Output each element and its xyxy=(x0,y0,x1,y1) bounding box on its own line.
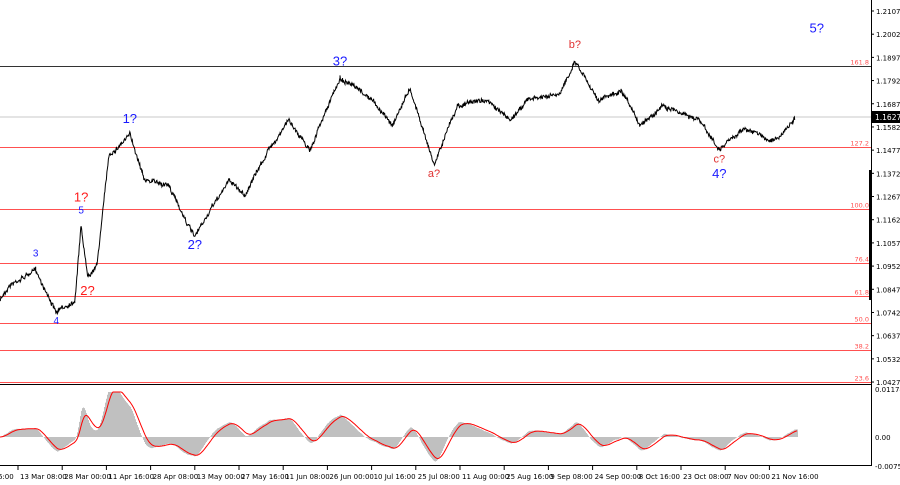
price-axis-label: 1.0637 xyxy=(876,333,900,341)
price-axis-label: 1.1897 xyxy=(876,54,900,62)
price-axis-label: 1.0742 xyxy=(876,309,900,317)
fib-level-label: 127.2 xyxy=(850,140,869,148)
time-axis-label: 28 Apr 08:00 xyxy=(153,473,199,481)
fib-level-label: 100.0 xyxy=(850,202,869,210)
price-axis-label: 1.0847 xyxy=(876,286,900,294)
price-axis: 1.2107 1.2002 1.1897 1.1792 1.1687 1.1582 1.14… xyxy=(871,8,900,471)
time-axis-label: 9 Sep 08:00 xyxy=(550,473,592,481)
fib-level-label: 23.6 xyxy=(855,375,869,383)
time-axis-label: 11 Aug 00:00 xyxy=(462,473,509,481)
time-axis-label: 10 Jul 16:00 xyxy=(374,473,416,481)
fibonacci-levels: 161.8 127.2 100.0 76.4 61.8 50.0 38.2 23.6 xyxy=(0,59,871,383)
price-axis-label: 1.2002 xyxy=(876,31,900,39)
price-axis-label: 1.1477 xyxy=(876,147,900,155)
fib-level-label: 50.0 xyxy=(855,316,869,324)
current-price-tag: 1.1627 xyxy=(872,111,900,123)
price-axis-label: 1.1582 xyxy=(876,124,900,132)
time-axis-label: 8 Oct 16:00 xyxy=(639,473,680,481)
time-axis-label: 26 Jun 00:00 xyxy=(329,473,373,481)
price-axis-label: 1.1372 xyxy=(876,170,900,178)
time-axis-label: 13 Mar 08:00 xyxy=(20,473,67,481)
wave-label: 1? xyxy=(123,111,137,126)
price-axis-label: 1.1267 xyxy=(876,194,900,202)
time-axis-label: 13 May 00:00 xyxy=(197,473,245,481)
time-axis-label: 7 Nov 00:00 xyxy=(727,473,770,481)
oscillator-axis-label: -0.00759 xyxy=(875,463,900,471)
wave-labels: 3 4 5 1? 2? 1? 2? 3? a? b? c?4? 5? xyxy=(33,20,824,327)
wave-label: 4? xyxy=(712,166,726,181)
price-axis-label: 1.0952 xyxy=(876,263,900,271)
price-axis-label: 1.0427 xyxy=(876,379,900,387)
oscillator-axis-label: 0.00 xyxy=(875,434,891,442)
time-axis-label: 6:00 xyxy=(0,473,14,481)
wave-label: 3? xyxy=(333,54,347,69)
time-axis-label: 28 Mar 00:00 xyxy=(64,473,111,481)
wave-label: 4 xyxy=(54,316,60,327)
oscillator-signal-line xyxy=(0,391,798,460)
time-axis-label: 27 May 16:00 xyxy=(241,473,289,481)
wave-label: 3 xyxy=(33,249,39,260)
wave-label: a? xyxy=(428,168,440,180)
fib-level-label: 38.2 xyxy=(855,343,869,351)
wave-label: 5 xyxy=(78,206,84,217)
price-axis-label: 1.2107 xyxy=(876,8,900,16)
wave-label: 2? xyxy=(188,237,202,252)
price-axis-label: 1.1057 xyxy=(876,240,900,248)
oscillator-panel xyxy=(0,391,798,462)
price-axis-label: 1.1162 xyxy=(876,217,900,225)
wave-label: 5? xyxy=(810,20,824,35)
wave-label: 1? xyxy=(74,189,88,204)
wave-label: c? xyxy=(713,154,725,166)
time-axis-label: 21 Nov 16:00 xyxy=(771,473,818,481)
fib-level-label: 61.8 xyxy=(855,289,869,297)
fib-level-label: 76.4 xyxy=(855,256,869,264)
time-axis-label: 11 Jun 08:00 xyxy=(285,473,329,481)
scale-marker xyxy=(869,170,872,300)
time-axis-label: 25 Aug 16:00 xyxy=(506,473,553,481)
price-axis-label: 1.1792 xyxy=(876,78,900,86)
time-axis-label: 23 Oct 08:00 xyxy=(683,473,729,481)
wave-label: b? xyxy=(569,39,581,51)
price-axis-label: 1.0532 xyxy=(876,356,900,364)
current-price-label: 1.1627 xyxy=(875,113,900,122)
wave-label: 2? xyxy=(80,283,94,298)
price-axis-label: 1.1687 xyxy=(876,101,900,109)
oscillator-axis-label: 0.01174 xyxy=(875,386,900,394)
price-series-line xyxy=(0,60,796,316)
fib-level-label: 161.8 xyxy=(850,59,869,67)
time-axis-label: 25 Jul 08:00 xyxy=(418,473,460,481)
time-axis-label: 24 Sep 00:00 xyxy=(595,473,642,481)
time-axis-label: 11 Apr 16:00 xyxy=(108,473,154,481)
